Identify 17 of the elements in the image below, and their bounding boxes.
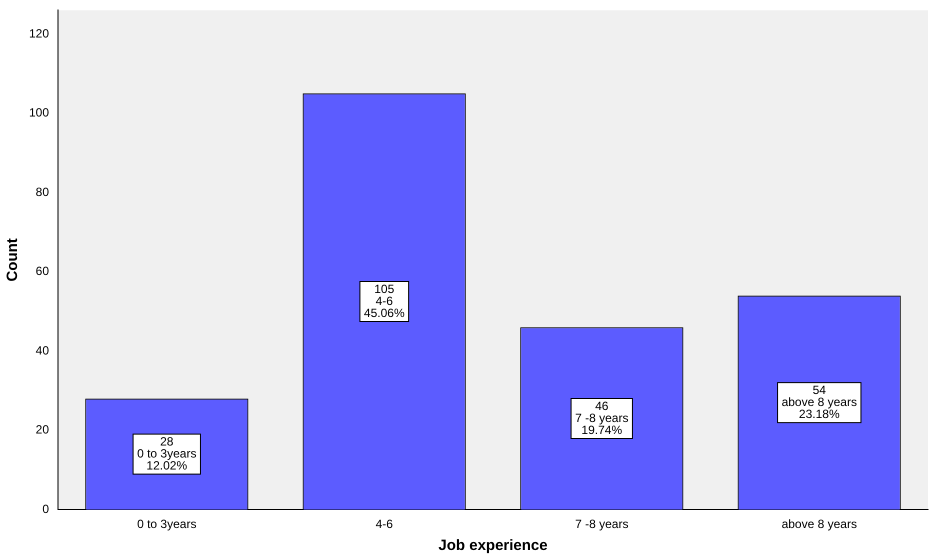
data-label: 46 7 -8 years 19.74% [575, 398, 628, 437]
y-tick-label: 100 [28, 106, 50, 120]
y-tick-label: 120 [28, 26, 50, 40]
x-tick-label: 4-6 [376, 517, 394, 532]
x-tick-label: 7 -8 years [575, 517, 628, 532]
y-tick-label: 20 [36, 422, 50, 437]
y-tick-label: 0 [42, 502, 50, 516]
data-label: 28 0 to 3years 12.02% [137, 434, 196, 472]
y-axis-title: Count [4, 238, 22, 282]
x-tick-label: above 8 years [782, 517, 857, 532]
data-label: 54 above 8 years 23.18% [782, 382, 857, 421]
y-tick-label: 40 [36, 343, 50, 358]
y-tick-label: 80 [36, 184, 50, 199]
x-tick-label: 0 to 3years [137, 517, 196, 532]
y-tick-label: 60 [36, 264, 50, 278]
data-label: 105 4-6 45.06% [364, 282, 405, 320]
x-axis-title: Job experience [438, 537, 548, 554]
